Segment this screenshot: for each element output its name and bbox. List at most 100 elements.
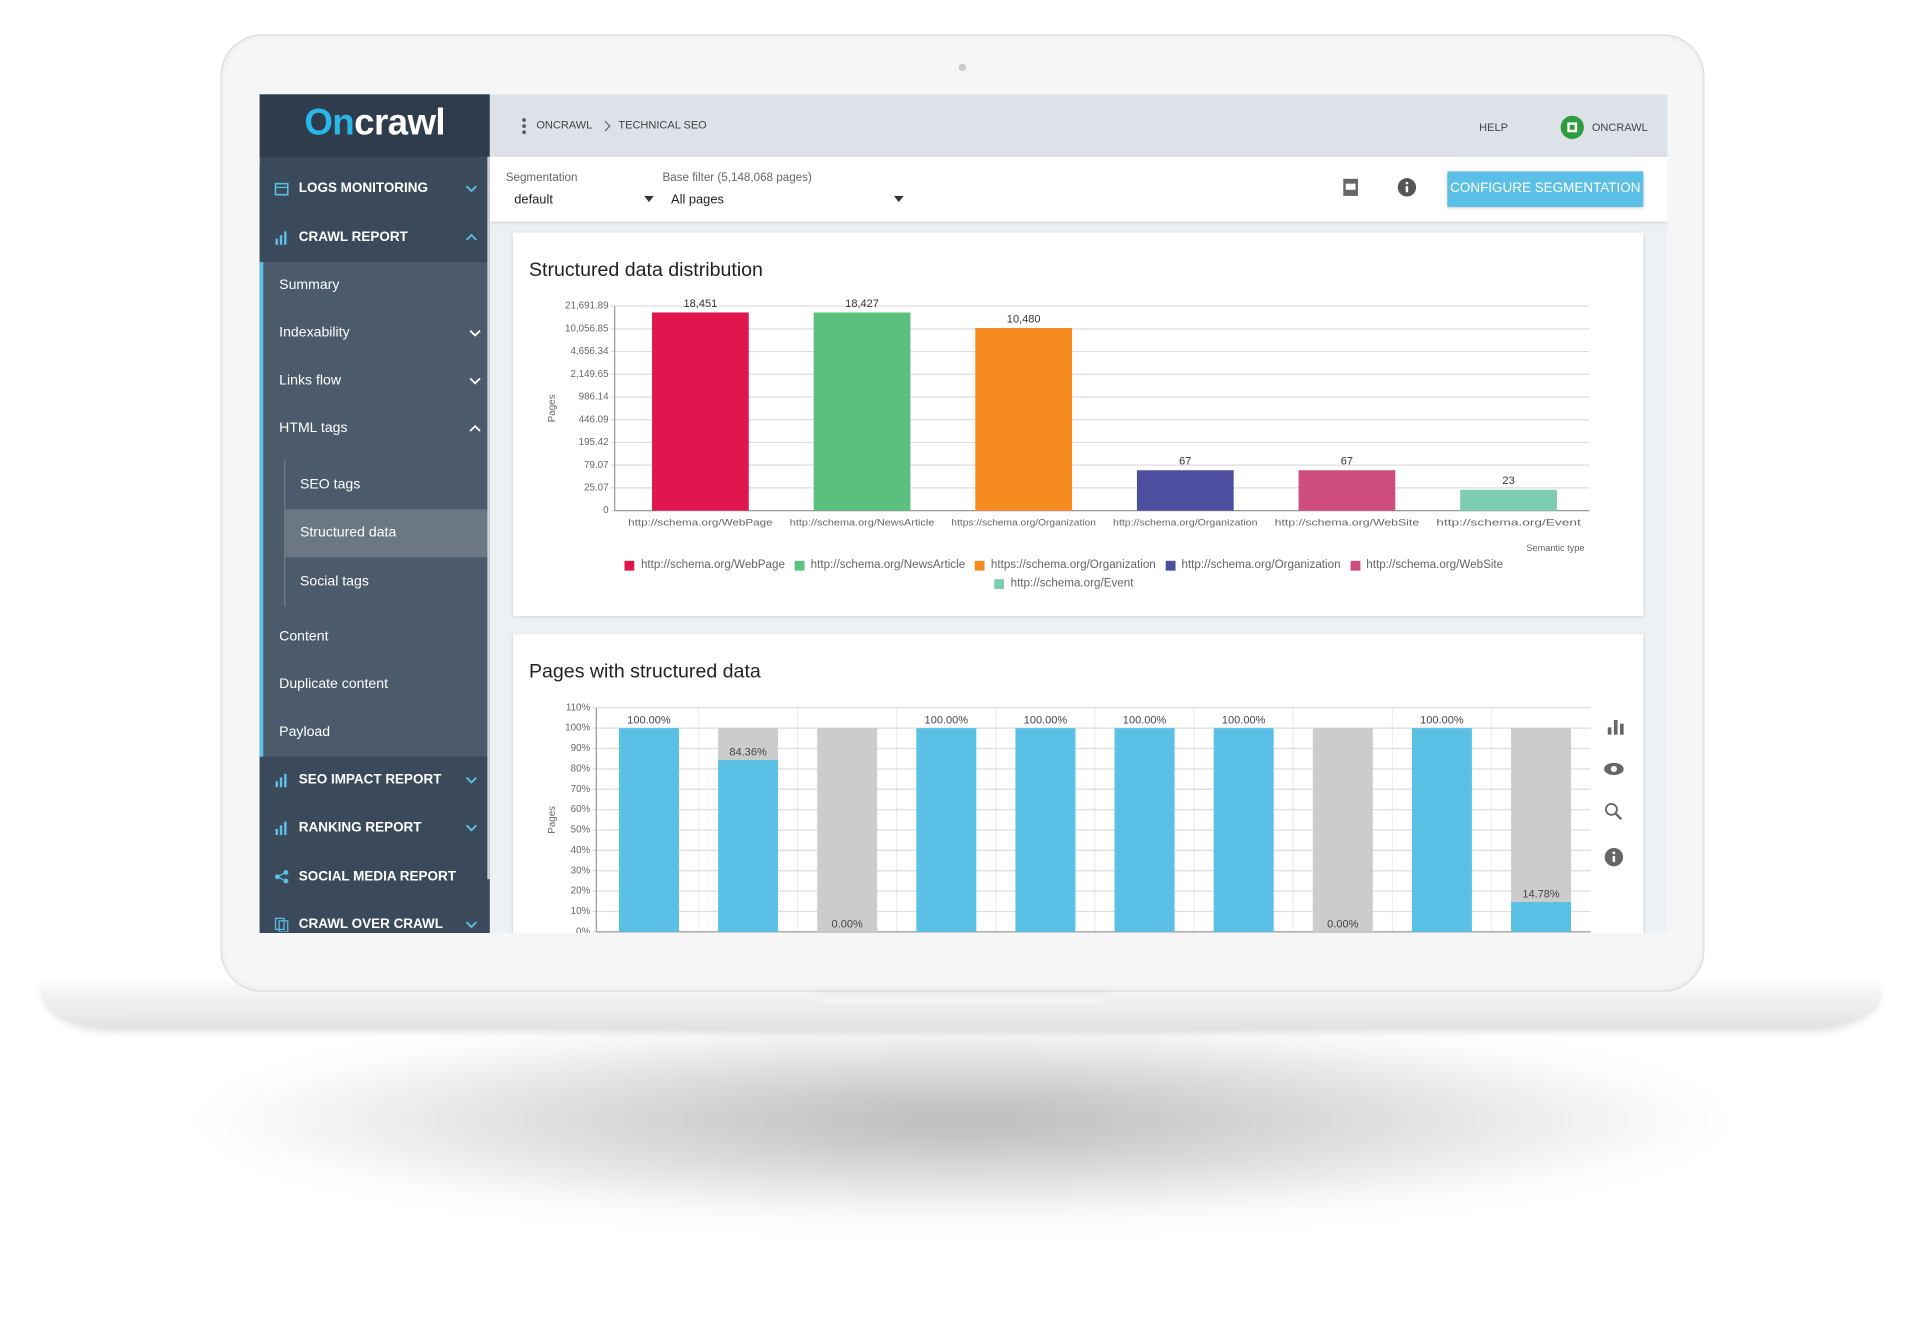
nav-item[interactable]: SEO tags bbox=[300, 477, 361, 493]
legend-item[interactable]: http://schema.org/Event bbox=[994, 576, 1134, 591]
nav-item[interactable]: Payload bbox=[279, 724, 331, 740]
breadcrumb[interactable]: ONCRAWL bbox=[536, 118, 593, 132]
nav-item[interactable]: Duplicate content bbox=[279, 677, 389, 692]
menu-dots[interactable] bbox=[522, 116, 527, 136]
value-label: 67 bbox=[1341, 456, 1353, 468]
y-tick-label: 100% bbox=[565, 723, 590, 734]
info-icon[interactable] bbox=[1604, 847, 1624, 867]
y-tick-label: 10% bbox=[571, 906, 591, 917]
nav-section[interactable]: CRAWL REPORT bbox=[259, 214, 488, 263]
user-name[interactable]: ONCRAWL bbox=[1591, 121, 1648, 134]
y-tick-label: 195.42 bbox=[579, 437, 609, 448]
pdf-button[interactable] bbox=[1341, 178, 1361, 198]
breadcrumb[interactable]: TECHNICAL SEO bbox=[618, 118, 707, 132]
chevron bbox=[469, 424, 481, 432]
nav-section[interactable]: CRAWL OVER CRAWL bbox=[259, 901, 488, 934]
info-button[interactable] bbox=[1397, 178, 1417, 198]
nav-item[interactable]: Links flow bbox=[279, 358, 481, 406]
y-tick-label: 90% bbox=[571, 743, 591, 754]
legend-item[interactable]: http://schema.org/WebPage bbox=[625, 558, 785, 572]
chevron bbox=[469, 377, 481, 385]
bar bbox=[652, 312, 749, 511]
bar-segment bbox=[618, 728, 679, 932]
legend-swatch bbox=[794, 560, 805, 571]
y-tick-label: 0% bbox=[576, 926, 590, 933]
screen: Oncrawl LOGS MONITORING CRAWL REPORT Sum… bbox=[259, 94, 1668, 934]
dropdown-arrow bbox=[893, 195, 904, 203]
chart-card: Pages with structured data Pages 0% 10% 20% 3… bbox=[513, 634, 1644, 934]
legend-label: http://schema.org/Event bbox=[1010, 576, 1134, 591]
nav-item[interactable]: HTML tags bbox=[279, 405, 481, 453]
nav-item[interactable]: Content bbox=[279, 629, 329, 645]
nav-section[interactable]: SOCIAL MEDIA REPORT bbox=[259, 853, 488, 902]
bar-segment bbox=[1213, 728, 1274, 932]
bar-segment bbox=[1114, 728, 1175, 932]
legend-label: http://schema.org/WebPage bbox=[640, 558, 785, 572]
nav-item[interactable]: Indexability bbox=[279, 310, 481, 358]
y-tick-label: 110% bbox=[566, 702, 591, 713]
value-label: 67 bbox=[1179, 456, 1191, 468]
base-filter-select[interactable]: All pages bbox=[671, 192, 724, 207]
logo-prefix: On bbox=[304, 102, 355, 144]
bar bbox=[1460, 489, 1557, 511]
value-label: 100.00% bbox=[1420, 715, 1464, 727]
icon bbox=[274, 870, 289, 884]
submenu-line bbox=[284, 459, 286, 607]
chart-title: Pages with structured data bbox=[529, 660, 761, 682]
nav-label: Indexability bbox=[279, 325, 350, 341]
y-tick-label: 80% bbox=[571, 763, 591, 774]
value-label: 18,427 bbox=[845, 298, 879, 310]
legend-swatch bbox=[625, 560, 635, 571]
nav-label: Links flow bbox=[279, 373, 342, 389]
value-label: 14.78% bbox=[1522, 888, 1560, 900]
x-tick-label: http://schema.org/NewsArticle bbox=[790, 517, 934, 527]
legend-swatch bbox=[1350, 560, 1361, 571]
scrollbar bbox=[487, 156, 490, 880]
nav-label: LOGS MONITORING bbox=[298, 181, 428, 196]
bar-segment bbox=[1312, 728, 1373, 932]
y-axis-label: Pages bbox=[547, 806, 558, 834]
y-tick-label: 10,056.85 bbox=[565, 323, 609, 334]
bar-segment bbox=[817, 728, 878, 932]
y-tick-label: 986.14 bbox=[579, 392, 609, 403]
value-label: 100.00% bbox=[1024, 715, 1068, 727]
value-label: 0.00% bbox=[1327, 918, 1358, 930]
y-tick-label: 50% bbox=[571, 825, 591, 836]
x-tick-label: http://schema.org/WebPage bbox=[628, 517, 772, 527]
nav-item[interactable]: Structured data bbox=[300, 525, 397, 541]
legend-swatch bbox=[974, 560, 985, 571]
legend-swatch bbox=[1165, 560, 1176, 571]
help-link[interactable]: HELP bbox=[1479, 121, 1508, 134]
value-label: 84.36% bbox=[729, 747, 767, 759]
bar-icon[interactable] bbox=[1607, 720, 1624, 735]
nav-item[interactable]: Social tags bbox=[300, 574, 369, 589]
logo[interactable]: Oncrawl bbox=[259, 94, 490, 157]
x-tick-label: https://schema.org/Organization bbox=[951, 517, 1095, 527]
filter-bar: Segmentation default Base filter (5,148,… bbox=[489, 156, 1668, 222]
legend-label: http://schema.org/Organization bbox=[1181, 558, 1341, 572]
legend-item[interactable]: http://schema.org/WebSite bbox=[1350, 558, 1504, 572]
bar bbox=[1298, 470, 1396, 511]
legend-item[interactable]: https://schema.org/Organization bbox=[974, 558, 1156, 572]
x-axis-label: Semantic type bbox=[1526, 543, 1584, 553]
configure-button[interactable]: CONFIGURE SEGMENTATION bbox=[1447, 171, 1644, 207]
icon bbox=[275, 821, 287, 836]
legend-item[interactable]: http://schema.org/Organization bbox=[1165, 558, 1341, 572]
bar-segment bbox=[1015, 728, 1076, 932]
legend-label: http://schema.org/WebSite bbox=[1366, 558, 1504, 572]
avatar[interactable] bbox=[1560, 115, 1584, 139]
view-icon[interactable] bbox=[1604, 762, 1624, 776]
camera bbox=[958, 63, 967, 72]
laptop-shadow bbox=[183, 1016, 1739, 1225]
value-label: 23 bbox=[1502, 475, 1514, 487]
segmentation-select[interactable]: default bbox=[514, 192, 553, 207]
nav-section[interactable]: RANKING REPORT bbox=[259, 804, 488, 853]
chevron bbox=[465, 185, 477, 193]
nav-label: CRAWL OVER CRAWL bbox=[298, 917, 443, 932]
legend-item[interactable]: http://schema.org/NewsArticle bbox=[794, 558, 965, 572]
nav-item[interactable]: Summary bbox=[279, 277, 340, 293]
icon bbox=[274, 182, 289, 196]
zoom-icon[interactable] bbox=[1605, 802, 1623, 821]
nav-section[interactable]: SEO IMPACT REPORT bbox=[259, 756, 488, 805]
nav-section[interactable]: LOGS MONITORING bbox=[259, 165, 488, 214]
